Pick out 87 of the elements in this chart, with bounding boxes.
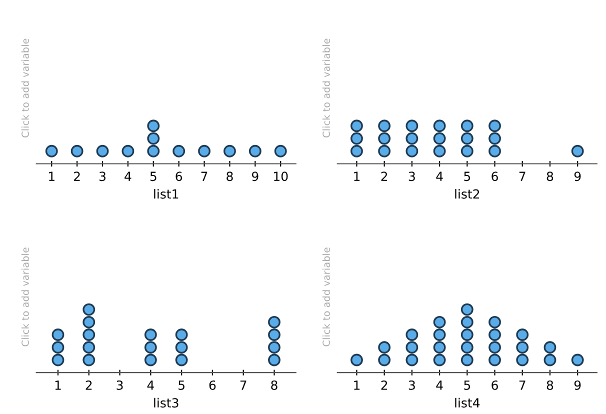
point	[460, 341, 474, 354]
x-tick-label: 5	[464, 380, 470, 390]
point	[268, 316, 280, 328]
x-tick-label: 8	[271, 380, 278, 390]
x-tick-label: 3	[408, 172, 415, 182]
point	[82, 328, 96, 341]
x-tick-label: 7	[519, 380, 526, 390]
point	[268, 328, 280, 341]
x-tick-label: 3	[408, 380, 415, 390]
point	[52, 328, 64, 341]
x-tick-label: 6	[492, 380, 498, 390]
point	[488, 316, 501, 328]
point	[516, 354, 529, 366]
x-axis-title: list1	[154, 189, 178, 199]
point	[268, 354, 280, 366]
point	[544, 354, 556, 366]
point	[516, 341, 529, 354]
x-axis-title: list4	[455, 398, 480, 408]
x-tick-label: 3	[116, 380, 123, 390]
point	[144, 328, 157, 341]
x-tick-label: 4	[436, 380, 443, 390]
point	[268, 341, 280, 354]
point	[544, 341, 556, 354]
x-tick-label: 8	[226, 172, 233, 182]
y-axis-title: Click to add variable	[21, 38, 29, 138]
point	[460, 354, 474, 366]
x-tick-label: 4	[147, 380, 154, 390]
point	[488, 354, 501, 366]
x-tick-label: 5	[150, 172, 156, 182]
x-tick-label: 6	[209, 380, 216, 390]
x-tick-label: 6	[176, 172, 182, 182]
x-tick-label: 9	[574, 380, 581, 390]
point	[460, 328, 474, 341]
x-tick-label: 1	[49, 172, 54, 181]
point	[82, 303, 96, 316]
point	[52, 354, 64, 366]
x-tick-label: 4	[436, 172, 443, 181]
point	[433, 328, 446, 341]
x-axis-title: list2	[455, 189, 480, 199]
x-tick-label: 7	[201, 172, 208, 181]
point	[175, 341, 188, 354]
x-tick-label: 9	[574, 172, 581, 182]
y-axis-title: Click to add variable	[21, 248, 29, 346]
x-tick-label: 1	[55, 380, 61, 390]
point	[350, 354, 363, 366]
point	[175, 328, 188, 341]
x-tick-label: 8	[546, 380, 554, 390]
point	[460, 316, 474, 328]
x-tick-label: 7	[519, 172, 526, 181]
point	[82, 354, 96, 366]
x-tick-label: 1	[354, 172, 360, 181]
point	[571, 354, 584, 366]
x-tick-label: 2	[86, 380, 92, 390]
x-tick-label: 8	[546, 172, 554, 182]
x-tick-label: 10	[274, 172, 288, 182]
point	[488, 341, 501, 354]
point	[144, 341, 157, 354]
point	[433, 316, 446, 328]
x-tick-label: 9	[252, 172, 258, 182]
point	[144, 354, 157, 366]
point	[378, 354, 391, 366]
point	[433, 354, 446, 366]
x-tick-label: 1	[354, 380, 360, 390]
point	[378, 341, 391, 354]
x-tick-label: 2	[381, 380, 388, 390]
x-tick-label: 4	[124, 172, 132, 181]
x-tick-label: 2	[74, 172, 80, 181]
x-axis-title: list3	[154, 398, 178, 408]
point	[516, 328, 529, 341]
x-tick-label: 2	[381, 172, 388, 181]
x-tick-label: 7	[240, 380, 246, 390]
x-tick-label: 3	[99, 172, 106, 182]
point	[175, 354, 188, 366]
point	[52, 341, 64, 354]
point	[433, 341, 446, 354]
x-tick-label: 5	[178, 380, 184, 390]
point	[406, 341, 418, 354]
point	[488, 328, 501, 341]
x-tick-label: 5	[464, 172, 470, 182]
point	[82, 341, 96, 354]
y-axis-title: Click to add variable	[322, 248, 330, 346]
x-tick-label: 6	[492, 172, 498, 182]
point	[460, 303, 474, 316]
point	[82, 316, 96, 328]
point	[406, 354, 418, 366]
point	[406, 328, 418, 341]
y-axis-title: Click to add variable	[322, 38, 330, 138]
